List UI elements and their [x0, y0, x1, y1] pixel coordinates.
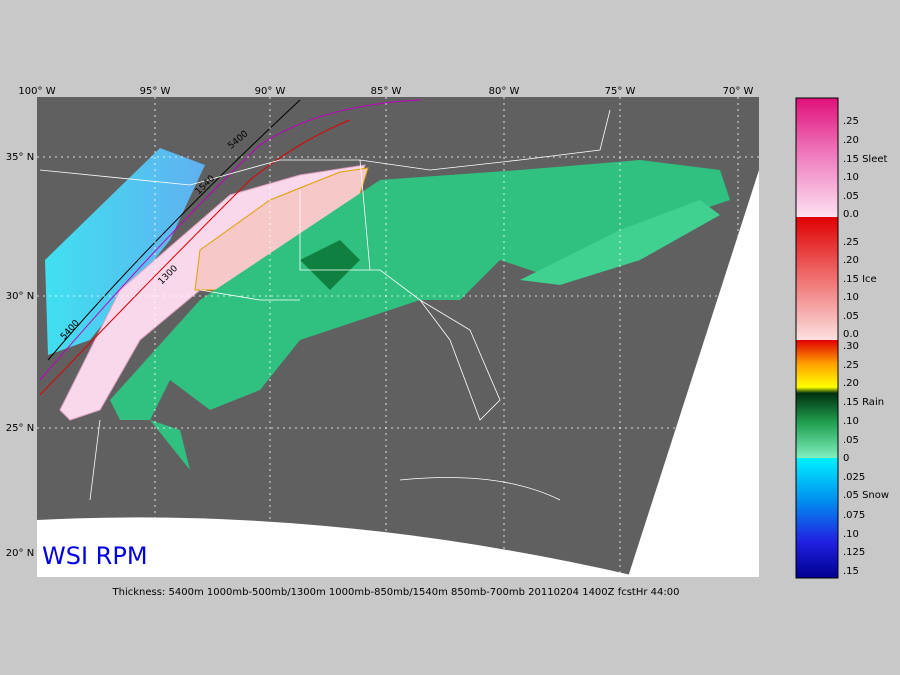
no-data-area — [37, 517, 640, 577]
legend-label: .15 Rain — [843, 397, 884, 408]
legend-label: 0.0 — [843, 329, 859, 340]
legend-label: .15 Ice — [843, 274, 877, 285]
rain-area — [110, 160, 730, 420]
caption: Thickness: 5400m 1000mb-500mb/1300m 1000… — [112, 587, 680, 598]
longitude-label: 75° W — [605, 86, 636, 97]
legend-label: .25 — [843, 360, 859, 371]
latitude-label: 20° N — [6, 548, 34, 559]
legend-label: 0.0 — [843, 209, 859, 220]
map: WSI RPM — [37, 97, 759, 577]
rain-area — [150, 420, 190, 470]
legend-label: .05 — [843, 311, 859, 322]
legend-label: .30 — [843, 341, 859, 352]
graticule — [37, 97, 759, 577]
rain-scale — [796, 340, 838, 458]
legend-label: .05 Snow — [843, 490, 889, 501]
legend: .25 .20 .15 Sleet .10 .05 0.0 .25 .20 .15 Ice .10… — [795, 97, 889, 579]
legend-label: .20 — [843, 255, 859, 266]
legend-label: .20 — [843, 378, 859, 389]
thickness-1300 — [39, 119, 351, 396]
latitude-label: 30° N — [6, 291, 34, 302]
latitude-label: 25° N — [6, 423, 34, 434]
legend-label: .25 — [843, 237, 859, 248]
legend-label: .10 — [843, 172, 859, 183]
legend-frame — [795, 97, 839, 579]
product-title: WSI RPM — [42, 542, 148, 570]
sleet-scale — [796, 98, 838, 217]
longitude-label: 80° W — [489, 86, 520, 97]
legend-label: .125 — [843, 547, 865, 558]
legend-label: .15 — [843, 566, 859, 577]
legend-label: .075 — [843, 510, 865, 521]
legend-label: .10 — [843, 529, 859, 540]
legend-label: .25 — [843, 116, 859, 127]
legend-label: .025 — [843, 472, 865, 483]
boundaries — [39, 109, 611, 501]
legend-label: 0 — [843, 453, 849, 464]
legend-label: .15 Sleet — [843, 154, 888, 165]
ice-scale — [796, 217, 838, 340]
no-data-area — [628, 170, 759, 577]
legend-label: .10 — [843, 292, 859, 303]
thickness-1540 — [39, 99, 421, 381]
thickness-5400 — [47, 99, 301, 361]
rain-core — [300, 240, 360, 290]
longitude-label: 95° W — [140, 86, 171, 97]
latitude-label: 35° N — [6, 152, 34, 163]
legend-label: .20 — [843, 135, 859, 146]
legend-label: .05 — [843, 191, 859, 202]
snow-scale — [796, 458, 838, 578]
longitude-label: 100° W — [18, 86, 55, 97]
longitude-label: 90° W — [255, 86, 286, 97]
snow-area — [45, 148, 205, 355]
legend-label: .05 — [843, 435, 859, 446]
longitude-label: 70° W — [723, 86, 754, 97]
legend-label: .10 — [843, 416, 859, 427]
longitude-label: 85° W — [371, 86, 402, 97]
